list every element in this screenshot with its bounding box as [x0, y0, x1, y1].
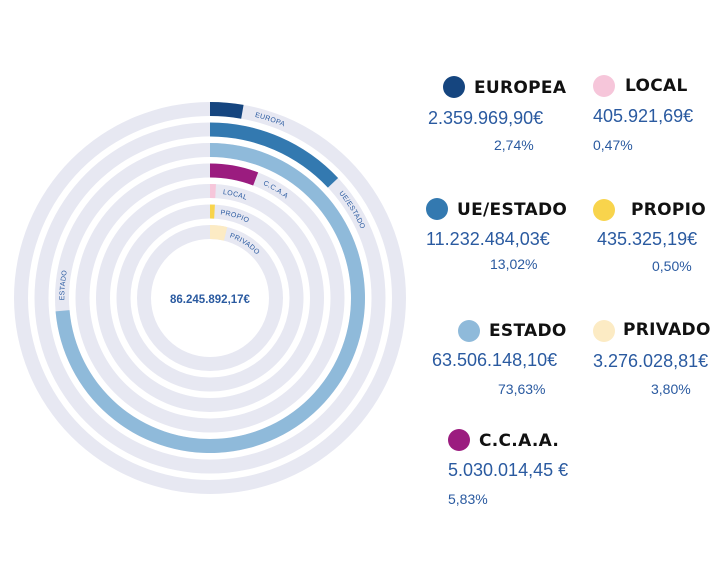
legend-swatch-propio — [593, 199, 615, 221]
bar-europea — [210, 102, 244, 119]
radial-bar-chart: EUROPAUE/ESTADOESTADOC.C.A.ALOCALPROPIOP… — [14, 102, 406, 494]
bar-ccaa — [210, 163, 259, 186]
bar-local — [210, 184, 216, 199]
legend-value-local: 405.921,69€ — [593, 106, 694, 126]
legend-swatch-europea — [443, 76, 465, 98]
legend-swatch-privado — [593, 320, 615, 342]
legend-percent-estado: 73,63% — [498, 381, 546, 397]
legend-value-propio: 435.325,19€ — [597, 229, 698, 249]
legend-swatch-local — [593, 75, 615, 97]
legend-name-europea: EUROPEA — [474, 78, 567, 98]
legend-percent-ccaa: 5,83% — [448, 491, 488, 507]
legend-name-ccaa: C.C.A.A. — [479, 431, 560, 451]
legend-percent-propio: 0,50% — [652, 258, 692, 274]
legend-value-privado: 3.276.028,81€ — [593, 351, 709, 371]
legend-name-propio: PROPIO — [631, 200, 707, 220]
legend-swatch-ccaa — [448, 429, 470, 451]
legend-percent-europea: 2,74% — [494, 137, 534, 153]
legend-value-ue_estado: 11.232.484,03€ — [426, 229, 550, 249]
ring-label-estado: ESTADO — [59, 269, 69, 300]
legend-swatch-estado — [458, 320, 480, 342]
legend-percent-ue_estado: 13,02% — [490, 256, 538, 272]
legend-value-estado: 63.506.148,10€ — [432, 350, 558, 370]
bar-ue_estado — [210, 122, 339, 188]
legend-name-ue_estado: UE/ESTADO — [457, 200, 568, 220]
legend-name-local: LOCAL — [625, 76, 688, 96]
legend-name-estado: ESTADO — [489, 321, 567, 341]
legend-percent-local: 0,47% — [593, 137, 633, 153]
bar-privado — [210, 225, 228, 241]
legend-name-privado: PRIVADO — [623, 320, 711, 340]
ring-bars — [55, 102, 365, 454]
legend-value-ccaa: 5.030.014,45 € — [448, 460, 569, 480]
bar-propio — [210, 204, 215, 219]
legend-percent-privado: 3,80% — [651, 381, 691, 397]
center-total: 86.245.892,17€ — [170, 294, 251, 306]
legend-value-europea: 2.359.969,90€ — [428, 108, 544, 128]
legend-swatch-ue_estado — [426, 198, 448, 220]
